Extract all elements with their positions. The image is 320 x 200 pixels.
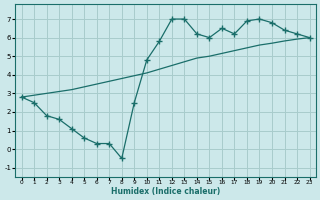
X-axis label: Humidex (Indice chaleur): Humidex (Indice chaleur) [111, 187, 220, 196]
